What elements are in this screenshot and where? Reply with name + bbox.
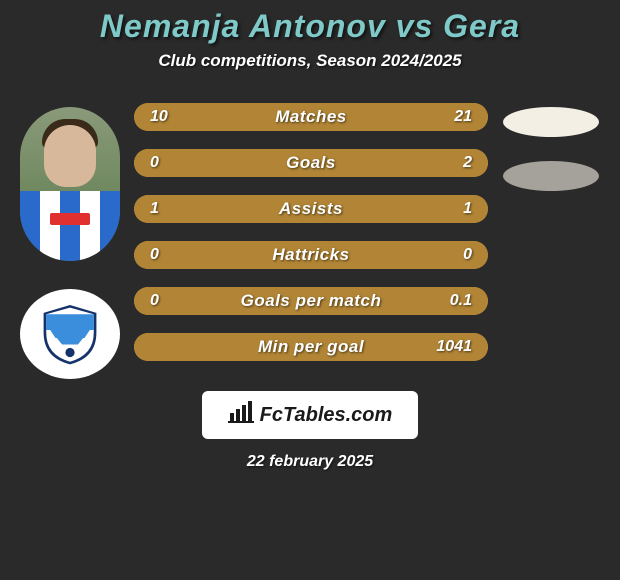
stat-bar: 0Goals2 (134, 149, 488, 177)
jersey-stripe (40, 191, 60, 261)
bar-label: Min per goal (204, 337, 418, 357)
jersey-stripe (20, 191, 40, 261)
stat-bar: 1Assists1 (134, 195, 488, 223)
stat-bar: 10Matches21 (134, 103, 488, 131)
club-badge (20, 289, 120, 379)
bar-value-left: 10 (134, 108, 204, 126)
stat-bar: 0Goals per match0.1 (134, 287, 488, 315)
avatar-bg (20, 107, 120, 261)
comparison-card: Nemanja Antonov vs Gera Club competition… (0, 0, 620, 580)
bar-label: Goals per match (204, 291, 418, 311)
stat-bar: Min per goal1041 (134, 333, 488, 361)
bar-value-left: 0 (134, 246, 204, 264)
shield-icon (37, 301, 103, 367)
bar-value-right: 1 (418, 200, 488, 218)
player-ellipse (503, 107, 599, 137)
page-subtitle: Club competitions, Season 2024/2025 (0, 51, 620, 71)
bar-label: Goals (204, 153, 418, 173)
bar-label: Matches (204, 107, 418, 127)
bar-label: Hattricks (204, 245, 418, 265)
page-title: Nemanja Antonov vs Gera (0, 8, 620, 45)
stat-bar: 0Hattricks0 (134, 241, 488, 269)
bar-value-left: 0 (134, 292, 204, 310)
stat-bars: 10Matches210Goals21Assists10Hattricks00G… (130, 103, 492, 379)
right-column (492, 103, 610, 191)
player-ellipse (503, 161, 599, 191)
content-row: 10Matches210Goals21Assists10Hattricks00G… (0, 103, 620, 379)
brand-text: FcTables.com (260, 404, 393, 427)
jersey-stripe (100, 191, 120, 261)
bar-value-right: 2 (418, 154, 488, 172)
bar-value-left: 0 (134, 154, 204, 172)
avatar-jersey (20, 191, 120, 261)
bar-value-right: 21 (418, 108, 488, 126)
player-avatar (20, 107, 120, 261)
bar-label: Assists (204, 199, 418, 219)
avatar-head (44, 125, 96, 187)
left-column (10, 103, 130, 379)
jersey-stripe (80, 191, 100, 261)
date-text: 22 february 2025 (0, 453, 620, 471)
brand-badge: FcTables.com (202, 391, 418, 439)
bar-value-right: 0 (418, 246, 488, 264)
jersey-sponsor (50, 213, 90, 225)
jersey-stripe (60, 191, 80, 261)
bar-value-right: 0.1 (418, 292, 488, 310)
bar-value-left: 1 (134, 200, 204, 218)
bar-value-right: 1041 (418, 338, 488, 356)
chart-icon (228, 401, 254, 429)
